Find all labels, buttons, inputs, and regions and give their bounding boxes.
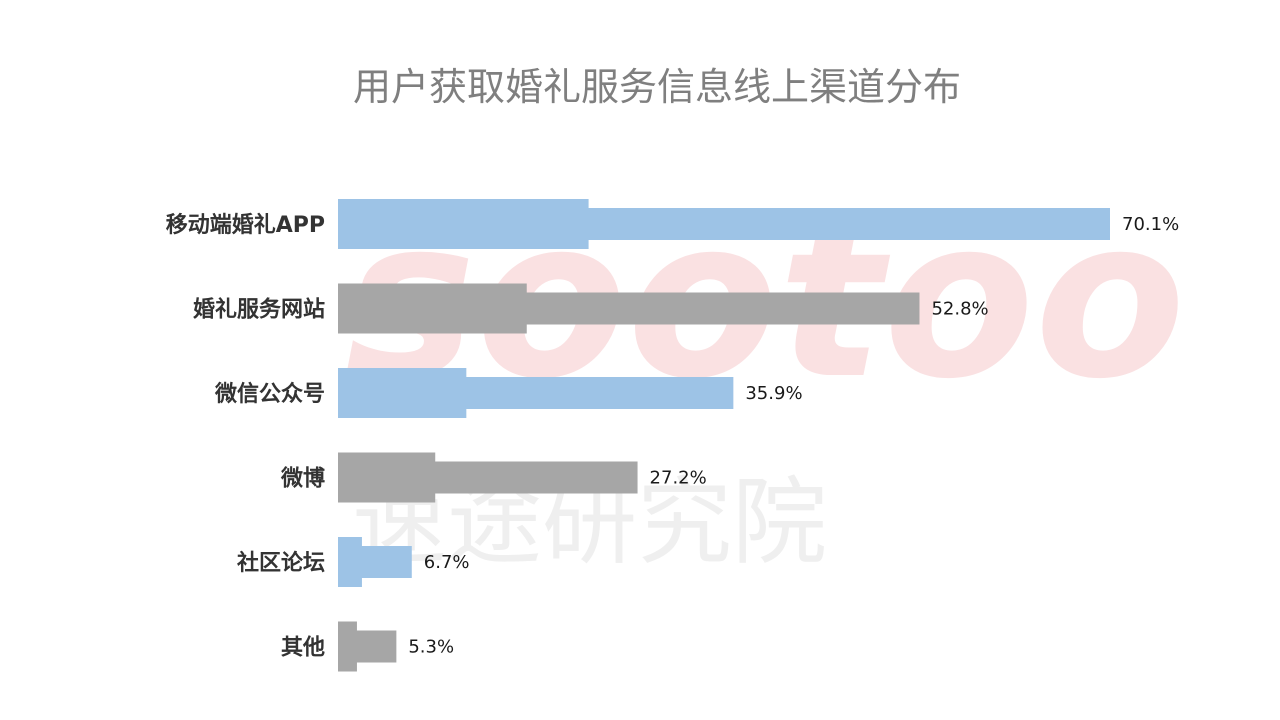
bar-tab (338, 368, 467, 418)
chart-title: 用户获取婚礼服务信息线上渠道分布 (353, 65, 961, 109)
category-label: 婚礼服务网站 (193, 297, 325, 323)
value-label: 27.2% (650, 468, 707, 489)
category-label: 社区论坛 (237, 550, 325, 576)
value-label: 70.1% (1122, 214, 1179, 235)
category-label: 其他 (281, 636, 325, 661)
bar-row: 社区论坛 6.7% (237, 537, 470, 587)
bar-row: 其他 5.3% (281, 621, 454, 672)
category-label: 微博 (280, 466, 325, 492)
bar-row: 婚礼服务网站 52.8% (193, 283, 989, 334)
bar-tab (338, 621, 357, 672)
value-label: 35.9% (745, 383, 802, 404)
bar-tab (338, 283, 527, 334)
bar-row: 微信公众号 35.9% (214, 368, 803, 418)
bar-row: 微博 27.2% (280, 452, 707, 503)
category-label: 微信公众号 (214, 381, 325, 407)
bar-row: 移动端婚礼APP 70.1% (166, 199, 1179, 249)
value-label: 52.8% (931, 299, 988, 320)
value-label: 6.7% (424, 552, 470, 573)
bar-tab (338, 452, 436, 503)
bar-tab (338, 199, 589, 249)
bars-layer: 移动端婚礼APP 70.1% 婚礼服务网站 52.8% 微信公众号 35.9% 微博 27.2… (166, 199, 1179, 672)
value-label: 5.3% (408, 637, 454, 658)
category-label: 移动端婚礼APP (166, 212, 325, 238)
bar-tab (338, 537, 362, 587)
